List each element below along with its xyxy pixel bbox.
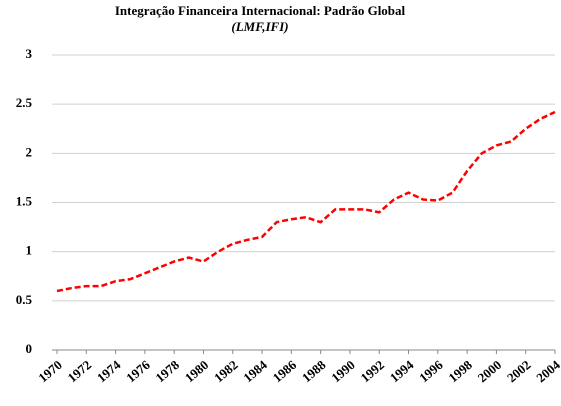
x-tick-label: 1992 [358, 357, 388, 385]
x-tick-label: 1998 [445, 357, 475, 386]
x-tick-label: 2004 [533, 357, 561, 386]
x-tick-label: 1976 [123, 357, 153, 386]
x-tick-label: 1988 [299, 357, 329, 386]
x-tick-label: 2002 [504, 357, 534, 385]
x-tick-label: 1970 [35, 357, 65, 385]
x-tick-label: 1986 [270, 357, 300, 386]
x-tick-label: 1972 [65, 357, 95, 385]
y-tick-label: 1.5 [16, 193, 33, 208]
y-tick-label: 2.5 [16, 95, 33, 110]
x-tick-label: 1996 [416, 357, 446, 386]
y-tick-label: 0.5 [16, 292, 33, 307]
x-tick-label: 1990 [328, 357, 358, 385]
chart-subtitle: (LMF,IFI) [231, 19, 288, 34]
y-tick-label: 3 [26, 46, 33, 61]
x-tick-label: 2000 [475, 357, 505, 385]
x-tick-label: 1978 [152, 357, 182, 386]
y-tick-label: 0 [26, 341, 33, 356]
x-tick-label: 1994 [387, 357, 417, 386]
y-tick-label: 1 [26, 243, 33, 258]
y-tick-label: 2 [26, 144, 33, 159]
x-tick-label: 1980 [182, 357, 212, 385]
x-tick-label: 1974 [94, 357, 124, 386]
x-tick-label: 1982 [211, 357, 241, 385]
line [56, 110, 556, 293]
chart-title: Integração Financeira Internacional: Pad… [115, 3, 406, 18]
x-tick-label: 1984 [240, 357, 270, 386]
